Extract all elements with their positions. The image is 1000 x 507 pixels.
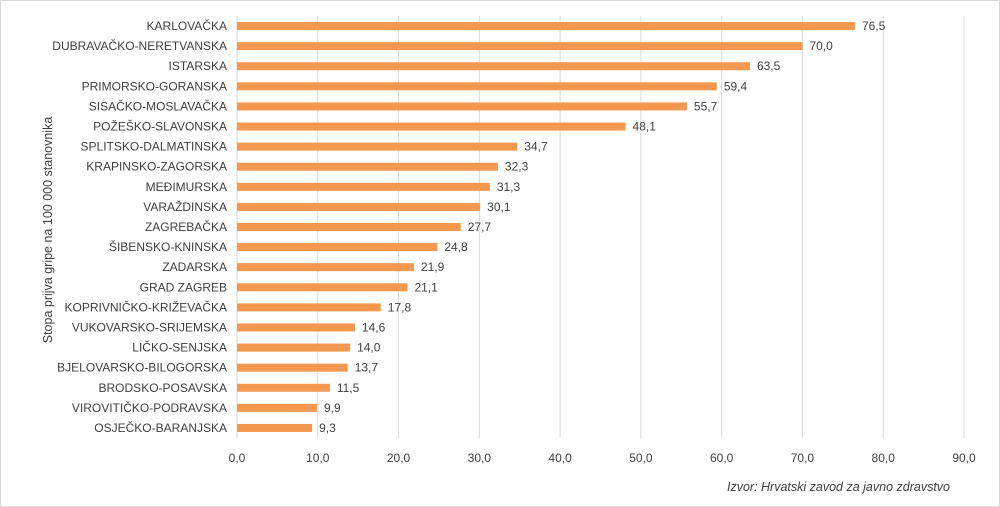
category-label: ZADARSKA bbox=[162, 260, 227, 274]
data-label: 13,7 bbox=[355, 361, 379, 375]
bar bbox=[237, 102, 687, 111]
data-label: 24,8 bbox=[444, 240, 468, 254]
data-label: 31,3 bbox=[497, 180, 521, 194]
category-label: GRAD ZAGREB bbox=[140, 280, 227, 294]
bar bbox=[237, 263, 414, 272]
x-tick-label: 30,0 bbox=[468, 451, 492, 465]
x-tick-label: 10,0 bbox=[306, 451, 330, 465]
category-label: PRIMORSKO-GORANSKA bbox=[82, 79, 227, 93]
data-label: 70,0 bbox=[809, 39, 833, 53]
data-label: 21,9 bbox=[421, 260, 445, 274]
data-label: 59,4 bbox=[724, 79, 748, 93]
data-label: 48,1 bbox=[633, 120, 657, 134]
category-label: KOPRIVNIČKO-KRIŽEVAČKA bbox=[65, 299, 227, 314]
x-tick-label: 60,0 bbox=[710, 451, 734, 465]
category-label: POŽEŠKO-SLAVONSKA bbox=[93, 119, 227, 134]
bar bbox=[237, 22, 855, 31]
x-tick-label: 50,0 bbox=[629, 451, 653, 465]
category-label: KARLOVAČKA bbox=[147, 18, 227, 33]
data-label: 17,8 bbox=[388, 300, 412, 314]
bars bbox=[237, 22, 855, 432]
bar bbox=[237, 383, 330, 392]
bar bbox=[237, 283, 408, 292]
category-label: SPLITSKO-DALMATINSKA bbox=[81, 140, 227, 154]
category-label: MEĐIMURSKA bbox=[146, 180, 227, 194]
category-label: VUKOVARSKO-SRIJEMSKA bbox=[72, 320, 227, 334]
category-label: KRAPINSKO-ZAGORSKA bbox=[86, 160, 227, 174]
bar bbox=[237, 162, 498, 171]
bar bbox=[237, 323, 355, 332]
bar bbox=[237, 62, 750, 71]
y-axis-title: Stopa prijva gripe na 100 000 stanovnika bbox=[41, 117, 55, 344]
data-label: 63,5 bbox=[757, 59, 781, 73]
data-label: 9,3 bbox=[319, 421, 336, 435]
x-tick-label: 70,0 bbox=[791, 451, 815, 465]
bar bbox=[237, 243, 438, 252]
category-label: OSJEČKO-BARANJSKA bbox=[94, 420, 227, 435]
data-label: 32,3 bbox=[505, 160, 529, 174]
data-label: 11,5 bbox=[337, 381, 360, 395]
x-tick-label: 40,0 bbox=[548, 451, 572, 465]
category-label: DUBRAVAČKO-NERETVANSKA bbox=[52, 38, 227, 53]
bar bbox=[237, 142, 518, 151]
bar bbox=[237, 122, 626, 131]
x-tick-label: 20,0 bbox=[387, 451, 411, 465]
bar bbox=[237, 363, 348, 372]
data-label: 27,7 bbox=[468, 220, 492, 234]
data-label: 76,5 bbox=[862, 19, 886, 33]
x-tick-labels: 0,0 10,0 20,0 30,0 40,0 50,0 60,0 70,0 80,0 90,0 bbox=[229, 451, 976, 465]
data-label: 14,0 bbox=[357, 341, 381, 355]
bar bbox=[237, 42, 803, 51]
data-label: 9,9 bbox=[324, 401, 341, 415]
category-label: ZAGREBAČKA bbox=[145, 219, 227, 234]
bar bbox=[237, 303, 381, 312]
data-labels: 76,5 70,0 63,5 59,4 55,7 48,1 34,7 32,3 31,3 30,1… bbox=[319, 19, 886, 435]
bar bbox=[237, 182, 490, 191]
x-tick-label: 80,0 bbox=[872, 451, 896, 465]
data-label: 34,7 bbox=[524, 140, 548, 154]
category-label: BRODSKO-POSAVSKA bbox=[99, 381, 227, 395]
data-label: 30,1 bbox=[487, 200, 511, 214]
bar bbox=[237, 202, 481, 211]
category-label: VARAŽDINSKA bbox=[143, 199, 227, 214]
data-label: 14,6 bbox=[362, 320, 386, 334]
bar bbox=[237, 423, 313, 432]
data-label: 55,7 bbox=[694, 99, 718, 113]
category-labels: KARLOVAČKA DUBRAVAČKO-NERETVANSKA ISTARSKA… bbox=[52, 18, 227, 435]
x-tick-label: 90,0 bbox=[952, 451, 976, 465]
category-label: BJELOVARSKO-BILOGORSKA bbox=[57, 361, 227, 375]
category-label: ŠIBENSKO-KNINSKA bbox=[109, 239, 227, 254]
category-label: LIČKO-SENJSKA bbox=[132, 340, 227, 355]
x-tick-label: 0,0 bbox=[229, 451, 246, 465]
data-label: 21,1 bbox=[414, 280, 438, 294]
category-label: VIROVITIČKO-PODRAVSKA bbox=[72, 400, 227, 415]
category-label: SISAČKO-MOSLAVAČKA bbox=[89, 98, 227, 113]
bar bbox=[237, 403, 317, 412]
bar bbox=[237, 343, 351, 352]
bar bbox=[237, 82, 717, 91]
bar bbox=[237, 223, 461, 231]
category-label: ISTARSKA bbox=[169, 59, 227, 73]
source-note: Izvor: Hrvatski zavod za javno zdravstvo bbox=[727, 480, 950, 494]
